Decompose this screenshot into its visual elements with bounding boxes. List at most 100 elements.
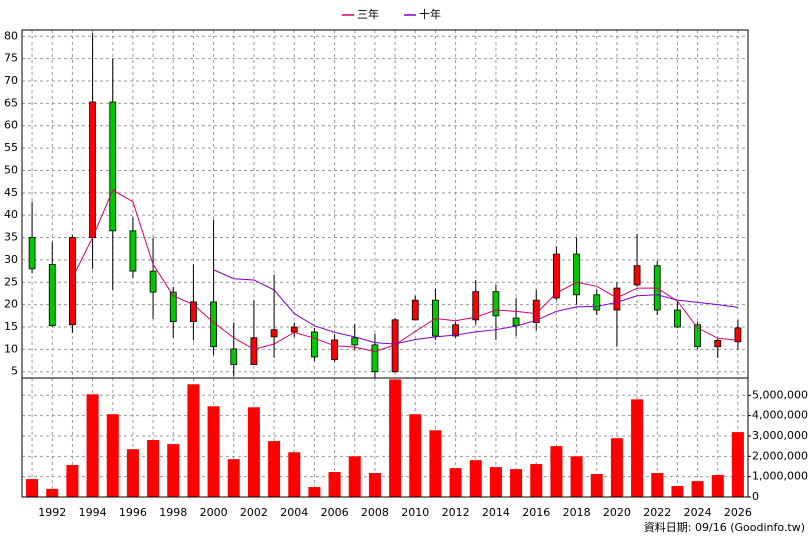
x-tick-label: 2014 <box>482 506 510 519</box>
x-tick-label: 2016 <box>522 506 550 519</box>
x-tick-label: 2012 <box>442 506 470 519</box>
volume-bar <box>449 468 462 497</box>
volume-bar <box>570 456 583 497</box>
volume-bar <box>429 430 442 497</box>
volume-bar <box>368 472 381 497</box>
candle-body <box>714 340 722 348</box>
candle-body <box>734 327 742 343</box>
volume-bar <box>409 414 422 497</box>
y-tick-label: 20 <box>4 298 18 311</box>
y-tick-label: 10 <box>4 342 18 355</box>
candle-body <box>311 331 318 358</box>
y-tick-label: 15 <box>4 320 18 333</box>
ma-line <box>71 189 738 353</box>
y-tick-label: 30 <box>4 253 18 266</box>
candle-body <box>613 287 621 311</box>
y-tick-label: 80 <box>4 29 18 42</box>
y-tick-label: 65 <box>4 96 18 109</box>
volume-bar <box>691 481 704 497</box>
x-tick-label: 2022 <box>643 506 671 519</box>
candle-body <box>492 291 500 317</box>
volume-bar <box>610 438 623 497</box>
legend-label: 三年 <box>357 7 379 21</box>
volume-bar <box>510 469 523 497</box>
y-tick-label: 5 <box>11 365 18 378</box>
x-tick-label: 2010 <box>401 506 429 519</box>
candle-body <box>411 299 419 321</box>
volume-bar <box>167 444 180 497</box>
x-tick-label: 1992 <box>38 506 66 519</box>
candle-body <box>109 101 117 232</box>
candle-body <box>553 253 560 299</box>
candle-body <box>331 339 338 361</box>
volume-bar <box>66 465 79 497</box>
volume-bar <box>288 452 301 497</box>
ma-line <box>213 269 738 345</box>
x-tick-label: 2024 <box>684 506 712 519</box>
volume-bar <box>26 479 39 497</box>
volume-bar <box>86 394 99 497</box>
candle-body <box>452 324 459 337</box>
volume-bar <box>308 487 321 497</box>
x-tick-label: 2008 <box>361 506 389 519</box>
y-tick-label: 70 <box>4 74 18 87</box>
candle-body <box>89 101 96 238</box>
volume-bar <box>469 460 482 497</box>
x-tick-label: 2020 <box>603 506 631 519</box>
candle-body <box>149 270 157 293</box>
volume-bar <box>46 488 59 497</box>
volume-bar <box>207 406 220 497</box>
volume-bar <box>590 474 603 497</box>
y-tick-label: 50 <box>4 163 18 176</box>
volume-bar <box>731 432 744 497</box>
candle-body <box>230 348 238 365</box>
y2-tick-label: 1,000,000 <box>752 470 808 483</box>
volume-bar <box>268 441 281 497</box>
candle-body <box>169 291 177 323</box>
volume-bar <box>187 384 200 497</box>
x-tick-label: 1996 <box>119 506 147 519</box>
volume-bar <box>126 449 139 497</box>
y2-tick-label: 2,000,000 <box>752 449 808 462</box>
volume-bar <box>671 486 684 497</box>
x-tick-label: 2026 <box>724 506 752 519</box>
candle-body <box>512 317 520 327</box>
candle-body <box>694 324 701 348</box>
volume-bar <box>348 456 361 497</box>
y-tick-label: 25 <box>4 275 18 288</box>
candle-body <box>290 326 298 333</box>
y2-tick-label: 4,000,000 <box>752 409 808 422</box>
candle-body <box>190 301 197 323</box>
volume-bar <box>227 459 240 497</box>
candle-body <box>28 237 36 270</box>
x-tick-label: 1998 <box>159 506 187 519</box>
volume-bar <box>328 471 341 497</box>
volume-bar <box>651 472 664 497</box>
x-tick-label: 2006 <box>321 506 349 519</box>
candle-body <box>69 237 76 326</box>
volume-bar <box>711 475 724 497</box>
candle-body <box>593 294 601 311</box>
candle-body <box>48 263 56 327</box>
legend-label: 十年 <box>419 7 441 21</box>
y-tick-label: 75 <box>4 52 18 65</box>
candle-body <box>573 253 580 296</box>
mark-layer <box>26 33 744 497</box>
x-tick-label: 2000 <box>200 506 228 519</box>
plot-frame <box>21 29 749 498</box>
volume-bar <box>530 464 543 497</box>
volume-bar <box>489 467 502 497</box>
volume-bar <box>247 407 260 497</box>
y2-tick-label: 5,000,000 <box>752 388 808 401</box>
footnote: 資料日期: 09/16 (Goodinfo.tw) <box>644 520 805 534</box>
x-tick-label: 1994 <box>79 506 107 519</box>
candle-body <box>371 344 379 373</box>
candle-body <box>633 265 641 286</box>
volume-bar <box>106 414 119 497</box>
y-tick-label: 55 <box>4 141 18 154</box>
x-tick-label: 2002 <box>240 506 268 519</box>
candle-body <box>250 337 258 365</box>
volume-bar <box>550 446 563 497</box>
